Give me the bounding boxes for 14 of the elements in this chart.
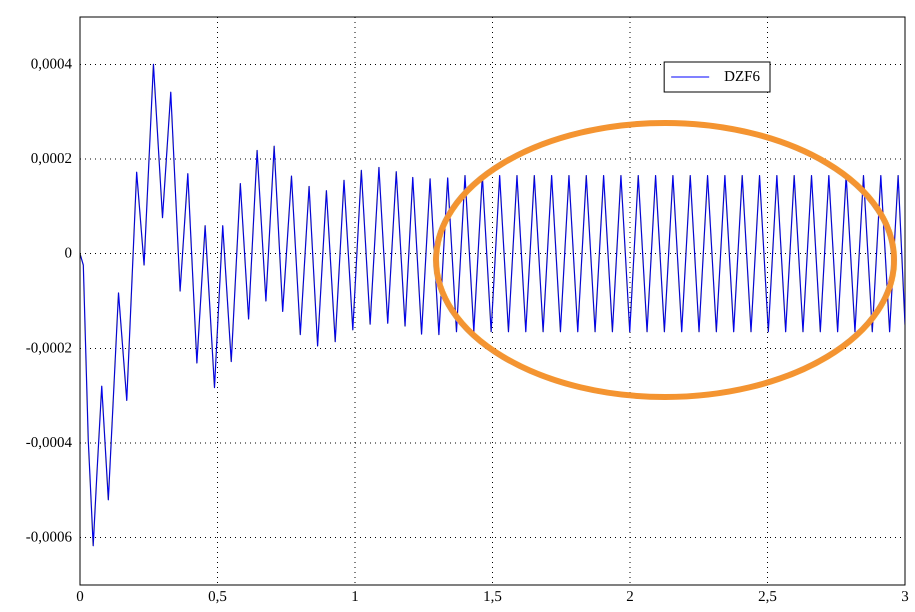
y-tick-label: -0,0006 <box>26 530 72 546</box>
x-tick-label: 2,5 <box>758 588 777 605</box>
y-tick-label: -0,0004 <box>26 434 72 451</box>
y-tick-label: 0 <box>64 246 72 262</box>
y-tick-label: 0,0002 <box>30 150 72 167</box>
x-tick-label: 0 <box>76 588 84 605</box>
x-tick-label: 1,5 <box>483 588 502 605</box>
x-tick-label: 0,5 <box>208 588 227 605</box>
legend-label: DZF6 <box>724 68 760 85</box>
x-tick-label: 2 <box>626 588 634 605</box>
y-tick-label: 0,0004 <box>30 56 72 72</box>
x-tick-label: 1 <box>351 588 359 605</box>
y-tick-label: -0,0002 <box>26 340 72 356</box>
x-tick-label: 3 <box>901 588 909 605</box>
